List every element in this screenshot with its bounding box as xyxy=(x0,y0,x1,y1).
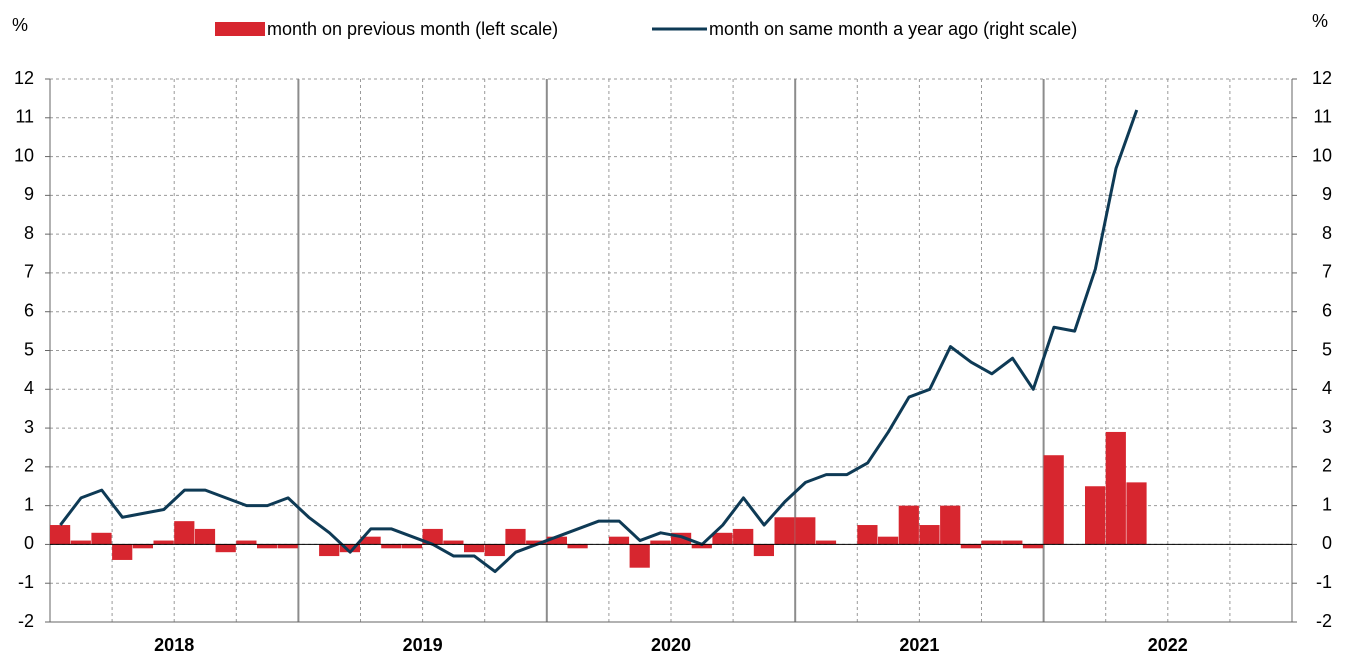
bar xyxy=(629,544,650,568)
bar xyxy=(257,544,278,549)
bar xyxy=(981,540,1002,545)
bar xyxy=(712,532,733,545)
bar xyxy=(484,544,505,557)
y-tick-label: 5 xyxy=(24,339,34,359)
y2-tick-label: 2 xyxy=(1322,456,1332,476)
bar xyxy=(857,525,878,545)
y2-tick-label: 0 xyxy=(1322,533,1332,553)
legend-label: month on same month a year ago (right sc… xyxy=(709,19,1077,39)
legend-label: month on previous month (left scale) xyxy=(267,19,558,39)
y2-tick-label: 7 xyxy=(1322,262,1332,282)
line xyxy=(59,109,1139,574)
y2-tick-label: 9 xyxy=(1322,184,1332,204)
y-tick-label: -2 xyxy=(18,611,34,631)
bar xyxy=(215,544,236,553)
bar xyxy=(1126,482,1147,545)
y-tick-label: 9 xyxy=(24,184,34,204)
bar xyxy=(546,536,567,545)
x-tick-label: 2021 xyxy=(899,635,939,655)
bar xyxy=(795,517,816,545)
bar xyxy=(650,540,671,545)
bar xyxy=(526,540,547,545)
y-tick-label: 6 xyxy=(24,300,34,320)
bar xyxy=(443,540,464,545)
bar xyxy=(1085,486,1106,545)
y-tick-label: 3 xyxy=(24,417,34,437)
bar xyxy=(960,544,981,549)
bar xyxy=(174,521,195,545)
y2-tick-label: 11 xyxy=(1313,107,1332,127)
bar xyxy=(91,532,112,545)
y-tick-label: 1 xyxy=(24,494,34,514)
bar xyxy=(1043,455,1064,545)
bar xyxy=(733,528,754,545)
bar xyxy=(112,544,133,560)
x-tick-label: 2019 xyxy=(403,635,443,655)
bar xyxy=(194,528,216,545)
bar xyxy=(360,536,381,545)
y-tick-label: 11 xyxy=(15,107,34,127)
bar xyxy=(1002,540,1023,545)
y-tick-label: 8 xyxy=(24,223,34,243)
bar xyxy=(401,544,423,549)
y2-tick-label: 3 xyxy=(1322,417,1332,437)
bar xyxy=(50,525,71,545)
x-tick-label: 2018 xyxy=(154,635,194,655)
legend-swatch xyxy=(215,22,265,36)
y2-tick-label: -1 xyxy=(1316,572,1332,592)
y2-tick-label: 4 xyxy=(1322,378,1332,398)
y2-tick-label: 12 xyxy=(1312,68,1332,88)
y2-tick-label: 6 xyxy=(1322,300,1332,320)
bar xyxy=(505,528,526,545)
bar xyxy=(381,544,402,549)
bar xyxy=(691,544,712,549)
y-tick-label: 12 xyxy=(14,68,34,88)
y2-tick-label: 10 xyxy=(1312,145,1332,165)
bar xyxy=(878,536,899,545)
y2-tick-label: -2 xyxy=(1316,611,1332,631)
bar xyxy=(70,540,91,545)
bar xyxy=(774,517,795,545)
y2-tick-label: 5 xyxy=(1322,339,1332,359)
bar xyxy=(319,544,340,557)
bar xyxy=(898,505,919,545)
bar xyxy=(1105,431,1126,545)
y2-tick-label: 8 xyxy=(1322,223,1332,243)
bar xyxy=(422,528,443,545)
y-tick-label: 4 xyxy=(24,378,34,398)
bar xyxy=(940,505,961,545)
y-tick-label: 7 xyxy=(24,262,34,282)
x-tick-label: 2020 xyxy=(651,635,691,655)
y-tick-label: -1 xyxy=(18,572,34,592)
y-tick-label: 2 xyxy=(24,456,34,476)
bar xyxy=(753,544,774,557)
bar xyxy=(671,532,692,545)
bar xyxy=(567,544,588,549)
bar xyxy=(339,544,360,553)
bar xyxy=(464,544,485,553)
y2-tick-label: 1 xyxy=(1322,494,1332,514)
bar xyxy=(815,540,837,545)
y-tick-label: 10 xyxy=(14,145,34,165)
bar xyxy=(277,544,298,549)
bar xyxy=(1022,544,1044,549)
bar xyxy=(132,544,153,549)
y-axis-label: % xyxy=(12,15,28,35)
bar xyxy=(236,540,257,545)
y2-axis-label: % xyxy=(1312,11,1328,31)
y-tick-label: 0 xyxy=(24,533,34,553)
bar xyxy=(608,536,630,545)
bar xyxy=(153,540,174,545)
x-tick-label: 2022 xyxy=(1148,635,1188,655)
bar xyxy=(919,525,940,545)
